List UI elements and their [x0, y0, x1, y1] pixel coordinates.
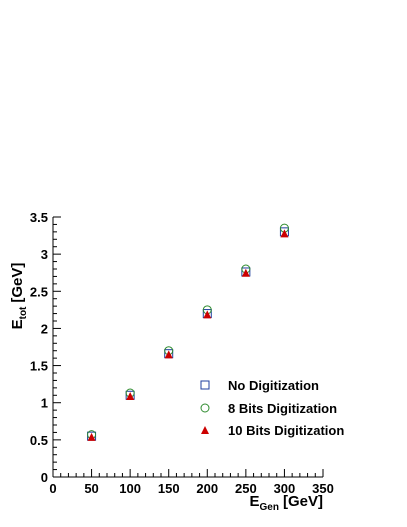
x-tick-label: 50	[84, 481, 98, 496]
axes	[52, 217, 323, 478]
y-tick-label: 3.5	[30, 210, 48, 225]
x-tick-label: 250	[235, 481, 257, 496]
data-markers	[87, 223, 289, 441]
x-tick-label: 300	[274, 481, 296, 496]
x-tick-label: 100	[119, 481, 141, 496]
y-tick-label: 2	[41, 321, 48, 336]
x-axis-title-subscript: Gen	[260, 502, 279, 513]
y-axis-ticks: 0 0.5 1 1.5 2 2.5 3 3.5	[30, 210, 61, 485]
x-axis-title-unit: [GeV]	[283, 493, 323, 510]
point-10-bits-digitization	[87, 432, 96, 441]
x-tick-label: 0	[49, 481, 56, 496]
legend-label-8-bits: 8 Bits Digitization	[228, 401, 337, 416]
x-axis-title: EGen [GeV]	[250, 493, 323, 513]
legend-label-10-bits: 10 Bits Digitization	[228, 423, 344, 438]
y-axis-title-subscript: tot	[18, 306, 29, 319]
point-10-bits-digitization	[203, 310, 212, 319]
point-10-bits-digitization	[126, 392, 135, 401]
y-axis-title-unit: [GeV]	[9, 263, 26, 303]
x-tick-label: 350	[312, 481, 334, 496]
point-10-bits-digitization	[280, 229, 289, 238]
y-tick-label: 0.5	[30, 433, 48, 448]
y-tick-label: 3	[41, 247, 48, 262]
point-10-bits-digitization	[164, 350, 173, 359]
legend-marker-no-digitization	[200, 380, 210, 390]
y-tick-label: 0	[41, 470, 48, 485]
y-tick-label: 1	[41, 396, 48, 411]
legend-marker-10-bits	[201, 426, 209, 434]
legend-label-no-digitization: No Digitization	[228, 378, 319, 393]
point-10-bits-digitization	[241, 268, 250, 277]
y-axis-title: Etot[GeV]	[9, 263, 29, 330]
legend: No Digitization 8 Bits Digitization 10 B…	[200, 378, 344, 438]
y-tick-label: 2.5	[30, 284, 48, 299]
x-tick-label: 150	[158, 481, 180, 496]
x-axis-ticks: 0 50 100 150 200 250 300 350	[49, 469, 334, 496]
legend-marker-8-bits	[200, 403, 210, 413]
x-tick-label: 200	[196, 481, 218, 496]
y-tick-label: 1.5	[30, 359, 48, 374]
